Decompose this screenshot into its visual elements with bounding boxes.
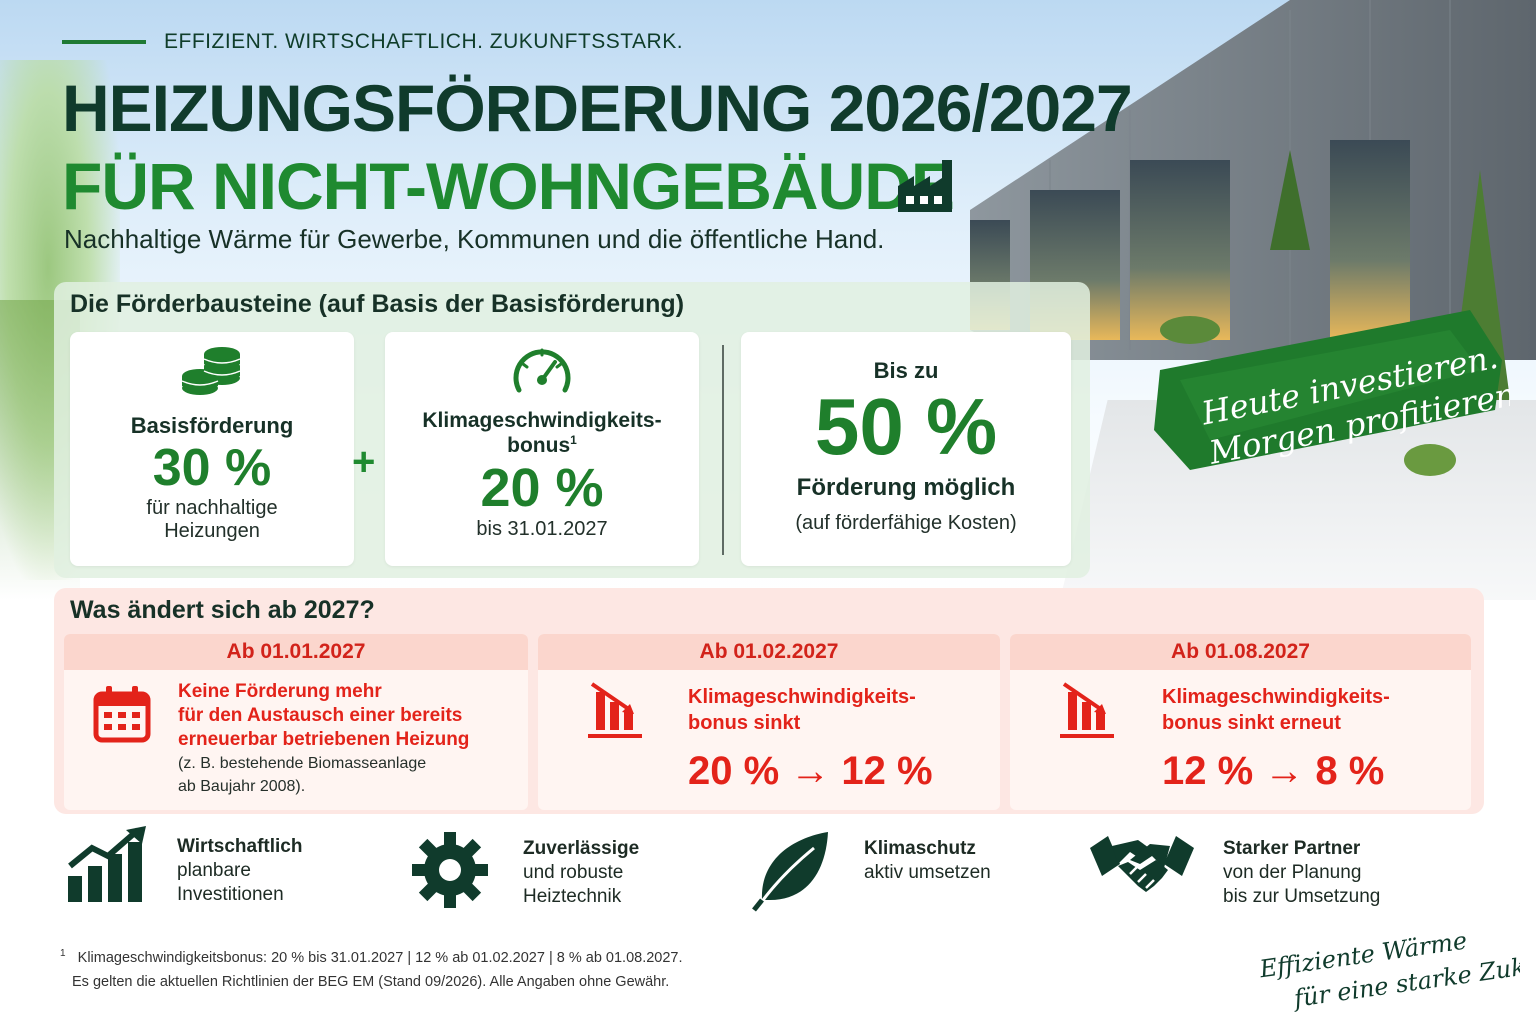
total-prefix: Bis zu bbox=[873, 358, 939, 383]
basis-desc1: für nachhaltige bbox=[146, 497, 278, 519]
change-card-feb: Ab 01.02.2027 Klimageschwindigkeits- bon… bbox=[538, 634, 1000, 810]
change-note2: ab Baujahr 2008). bbox=[178, 778, 306, 795]
total-value: 50 % bbox=[814, 382, 998, 471]
total-desc: (auf förderfähige Kosten) bbox=[795, 512, 1017, 534]
handwritten-slogan: Effiziente Wärme für eine starke Zukunft… bbox=[1257, 927, 1520, 1012]
change-date: Ab 01.01.2027 bbox=[64, 634, 528, 670]
feature-line2: und robuste bbox=[523, 862, 624, 883]
feature-line2: von der Planung bbox=[1223, 862, 1362, 883]
change-note1: (z. B. bestehende Biomasseanlage bbox=[178, 755, 427, 772]
chart-down-icon bbox=[1060, 682, 1114, 738]
change-card-jan: Ab 01.01.2027 Keine Förderung mehr für d… bbox=[64, 634, 528, 810]
total-label: Förderung möglich bbox=[796, 474, 1016, 501]
feature-bold: Wirtschaftlich bbox=[177, 836, 303, 857]
calendar-icon bbox=[93, 686, 151, 743]
change-text-jan: Keine Förderung mehr für den Austausch e… bbox=[178, 680, 469, 798]
klima-label2-text: bonus bbox=[507, 434, 571, 457]
growth-chart-icon bbox=[68, 826, 146, 902]
total-card: Bis zu 50 % Förderung möglich (auf förde… bbox=[741, 332, 1071, 566]
basis-value: 30 % bbox=[152, 439, 272, 497]
basis-card: Basisförderung 30 % für nachhaltige Heiz… bbox=[70, 332, 354, 566]
divider bbox=[722, 345, 724, 555]
feature-bold: Starker Partner bbox=[1223, 838, 1361, 859]
change-text-aug: Klimageschwindigkeits- bonus sinkt erneu… bbox=[1162, 684, 1390, 794]
factory-icon bbox=[898, 160, 952, 212]
feature-line3: bis zur Umsetzung bbox=[1223, 886, 1381, 907]
basis-desc2: Heizungen bbox=[164, 520, 260, 542]
page-title-line2: FÜR NICHT-WOHNGEBÄUDE bbox=[62, 149, 955, 223]
change-line2: für den Austausch einer bereits bbox=[178, 705, 463, 726]
change-date: Ab 01.08.2027 bbox=[1010, 634, 1471, 670]
tagline-line bbox=[62, 40, 146, 44]
tagline-row: EFFIZIENT. WIRTSCHAFTLICH. ZUKUNFTSSTARK… bbox=[62, 30, 683, 54]
building-illustration bbox=[970, 0, 1536, 476]
speedometer-icon bbox=[513, 348, 571, 393]
page-title: HEIZUNGSFÖRDERUNG 2026/2027 bbox=[62, 71, 1133, 145]
klima-card: Klimageschwindigkeits- bonus1 20 % bis 3… bbox=[385, 332, 699, 566]
change-line2: bonus sinkt bbox=[688, 712, 801, 734]
tagline: EFFIZIENT. WIRTSCHAFTLICH. ZUKUNFTSSTARK… bbox=[164, 30, 684, 53]
klima-value: 20 % bbox=[480, 458, 604, 518]
feature-text: Zuverlässige und robuste Heiztechnik bbox=[523, 837, 639, 909]
change-value: 12 % → 8 % bbox=[1162, 749, 1385, 793]
foerder-title: Die Förderbausteine (auf Basis der Basis… bbox=[70, 290, 685, 318]
feature-line2: aktiv umsetzen bbox=[864, 862, 991, 883]
basis-label: Basisförderung bbox=[130, 413, 294, 438]
feature-bold: Zuverlässige bbox=[523, 838, 640, 859]
feature-line3: Heiztechnik bbox=[523, 886, 622, 907]
subtitle: Nachhaltige Wärme für Gewerbe, Kommunen … bbox=[64, 224, 885, 254]
change-line2: bonus sinkt erneut bbox=[1162, 712, 1341, 734]
changes-title: Was ändert sich ab 2027? bbox=[70, 596, 375, 624]
gear-icon bbox=[412, 832, 488, 908]
change-line1: Klimageschwindigkeits- bbox=[688, 686, 916, 708]
footnote: 1 Klimageschwindigkeitsbonus: 20 % bis 3… bbox=[60, 942, 683, 994]
feature-bold: Klimaschutz bbox=[864, 838, 976, 859]
klima-label2: bonus1 bbox=[385, 433, 699, 458]
handshake-icon bbox=[1090, 836, 1194, 892]
change-card-aug: Ab 01.08.2027 Klimageschwindigkeits- bon… bbox=[1010, 634, 1471, 810]
footnote-line2: Es gelten die aktuellen Richtlinien der … bbox=[72, 973, 670, 990]
change-line3: erneuerbar betriebenen Heizung bbox=[178, 729, 470, 750]
feature-text: Wirtschaftlich planbare Investitionen bbox=[177, 835, 302, 907]
footnote-line1: 1 Klimageschwindigkeitsbonus: 20 % bis 3… bbox=[60, 942, 683, 970]
footnote-mark: 1 bbox=[570, 433, 577, 447]
plus-sign: + bbox=[352, 440, 376, 484]
slogan-banner: Heute investieren. Morgen profitieren. bbox=[1154, 310, 1510, 470]
chart-down-icon bbox=[588, 682, 642, 738]
change-line1: Keine Förderung mehr bbox=[178, 681, 382, 702]
footnote-text1: Klimageschwindigkeitsbonus: 20 % bis 31.… bbox=[77, 949, 683, 966]
klima-desc: bis 31.01.2027 bbox=[476, 518, 608, 540]
leaf-icon bbox=[752, 832, 828, 912]
coins-icon bbox=[181, 347, 241, 395]
feature-text: Starker Partner von der Planung bis zur … bbox=[1223, 837, 1380, 909]
change-line1: Klimageschwindigkeits- bbox=[1162, 686, 1390, 708]
feature-text: Klimaschutz aktiv umsetzen bbox=[864, 837, 991, 885]
feature-line3: Investitionen bbox=[177, 884, 284, 905]
footnote-mark: 1 bbox=[60, 948, 66, 959]
change-date: Ab 01.02.2027 bbox=[538, 634, 1000, 670]
feature-line2: planbare bbox=[177, 860, 251, 881]
klima-label1: Klimageschwindigkeits- bbox=[422, 409, 662, 432]
change-value: 20 % → 12 % bbox=[688, 749, 933, 793]
change-text-feb: Klimageschwindigkeits- bonus sinkt 20 % … bbox=[688, 684, 933, 794]
